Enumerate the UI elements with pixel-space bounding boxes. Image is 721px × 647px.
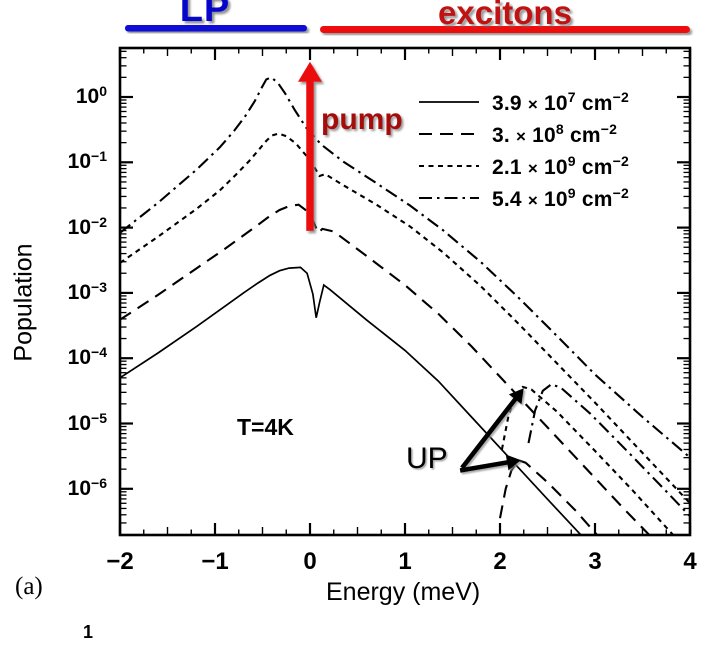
- up-arrow-1: [460, 388, 524, 470]
- legend-item: 2.1 × 109 cm−2: [418, 152, 629, 180]
- legend-item: 3. × 108 cm−2: [418, 120, 617, 148]
- curve-lp-long-dash: [121, 203, 650, 534]
- panel-letter: (a): [15, 573, 43, 600]
- y-tick-label: 10−5: [67, 409, 107, 435]
- legend-label: 3. × 108 cm−2: [492, 120, 618, 147]
- pump-arrow: [298, 61, 322, 231]
- axes-frame: [118, 46, 692, 537]
- legend-line-sample-short-dash: [419, 164, 479, 168]
- y-tick-label: 10−6: [67, 474, 107, 500]
- legend-label: 2.1 × 109 cm−2: [492, 152, 629, 179]
- x-tick-label: −2: [106, 548, 134, 575]
- x-tick-label: 3: [588, 548, 602, 575]
- x-tick-label: 4: [683, 548, 697, 575]
- x-tick-label: 2: [493, 548, 507, 575]
- x-tick-label: 0: [303, 548, 317, 575]
- legend-line-sample-dash-dot: [419, 196, 479, 200]
- x-tick-label: −1: [201, 548, 229, 575]
- curve-up-long-dash: [498, 458, 598, 534]
- legend-item: 3.9 × 107 cm−2: [418, 88, 629, 116]
- y-tick-label: 10−4: [67, 344, 107, 370]
- curve-up-dash-dot: [527, 383, 689, 517]
- y-tick-label: 10−3: [67, 278, 107, 304]
- y-tick-label: 10−2: [67, 213, 107, 239]
- curve-up-short-dash: [500, 385, 674, 534]
- legend-item: 5.4 × 109 cm−2: [418, 184, 629, 212]
- x-axis-title: Energy (meV): [326, 578, 481, 606]
- up-label: UP: [406, 442, 448, 475]
- legend-label: 3.9 × 107 cm−2: [492, 88, 629, 115]
- curve-lp-solid: [121, 266, 582, 534]
- excitons-region-label: excitons: [438, 0, 572, 31]
- pump-label: pump: [321, 103, 403, 136]
- legend-line-sample-solid: [419, 101, 479, 103]
- curve-lp-dash-dot: [121, 76, 689, 459]
- y-tick-label: 10−1: [67, 148, 107, 174]
- lp-region-label: LP: [179, 0, 231, 30]
- region-bars: [125, 25, 690, 33]
- x-tick-label: 1: [398, 548, 412, 575]
- legend-label: 5.4 × 109 cm−2: [492, 184, 629, 211]
- y-axis-title: Population: [9, 243, 38, 362]
- y-tick-label: 100: [75, 83, 107, 108]
- legend-line-sample-long-dash: [419, 132, 479, 136]
- cropped-text-fragment: 1: [83, 622, 94, 642]
- annotation-arrows: [298, 61, 524, 473]
- up-arrow-2: [459, 454, 521, 473]
- temperature-label: T=4K: [237, 414, 294, 440]
